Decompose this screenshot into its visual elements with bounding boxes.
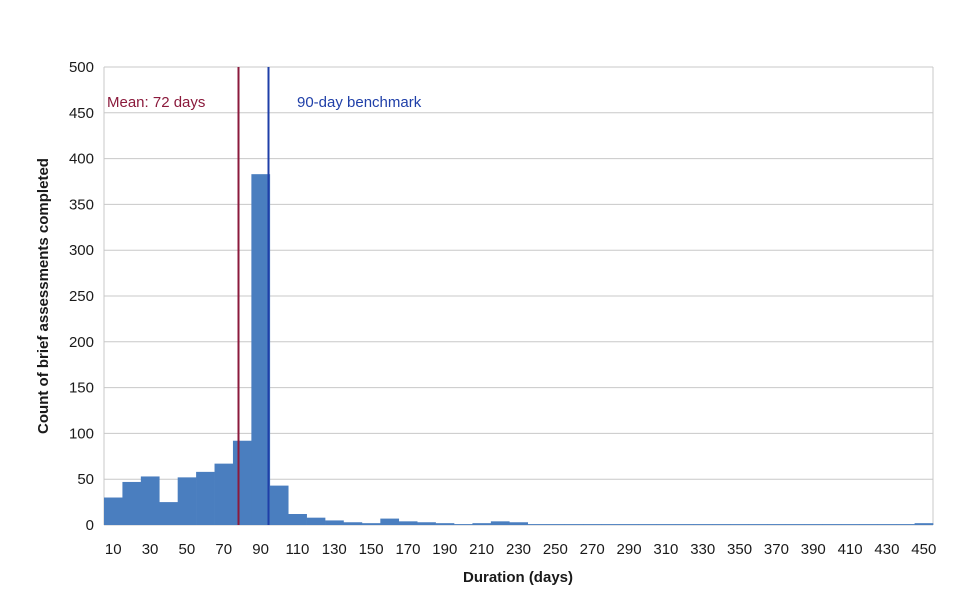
x-tick-label: 10 <box>105 541 122 558</box>
bar-180 <box>417 522 436 525</box>
bar-140 <box>343 522 363 525</box>
bar-120 <box>306 517 326 525</box>
x-tick-label: 70 <box>215 541 232 558</box>
bar-210 <box>472 523 492 525</box>
x-tick-label: 110 <box>285 541 309 558</box>
x-tick-label: 190 <box>432 541 457 558</box>
x-tick-label: 270 <box>580 541 605 558</box>
x-tick-label: 450 <box>911 541 936 558</box>
x-tick-label: 130 <box>322 541 347 558</box>
bar-320 <box>675 524 694 525</box>
y-tick-label: 50 <box>77 471 94 488</box>
bar-130 <box>325 520 344 525</box>
x-tick-label: 290 <box>617 541 642 558</box>
bar-90 <box>251 174 271 525</box>
bar-350 <box>730 524 750 525</box>
bar-200 <box>454 524 473 525</box>
y-axis-title: Count of brief assessments completed <box>35 158 52 434</box>
bar-380 <box>785 524 805 525</box>
x-tick-label: 390 <box>801 541 826 558</box>
x-tick-label: 370 <box>764 541 789 558</box>
bar-370 <box>767 524 786 525</box>
bar-110 <box>288 514 307 525</box>
bar-10 <box>104 497 123 525</box>
x-tick-label: 250 <box>543 541 568 558</box>
x-tick-label: 50 <box>179 541 196 558</box>
y-tick-label: 100 <box>69 425 94 442</box>
tick-labels: 0 50 100 150 200 250 300 350 400 450 500 10 30 50 70 90… <box>69 59 936 558</box>
bar-50 <box>177 477 197 525</box>
x-tick-label: 350 <box>727 541 752 558</box>
bar-250 <box>546 524 565 525</box>
bar-260 <box>564 524 584 525</box>
bar-20 <box>122 481 142 525</box>
bar-290 <box>619 524 639 525</box>
reference-lines <box>237 67 270 525</box>
y-tick-label: 250 <box>69 288 94 305</box>
bars <box>104 174 934 525</box>
bar-40 <box>159 502 178 525</box>
bar-240 <box>527 524 547 525</box>
bar-420 <box>859 524 879 525</box>
grid-lines <box>103 66 934 526</box>
x-tick-label: 90 <box>252 541 269 558</box>
bar-170 <box>398 521 418 525</box>
bar-340 <box>711 524 731 525</box>
x-tick-label: 150 <box>359 541 384 558</box>
bar-30 <box>140 476 160 525</box>
y-tick-label: 200 <box>69 334 94 351</box>
x-tick-label: 30 <box>142 541 159 558</box>
bar-450 <box>914 523 934 525</box>
bar-190 <box>435 523 455 525</box>
bar-390 <box>804 524 823 525</box>
bar-360 <box>748 524 768 525</box>
bar-430 <box>877 524 897 525</box>
bar-270 <box>582 524 602 525</box>
bar-300 <box>638 524 657 525</box>
bar-310 <box>656 524 676 525</box>
bar-230 <box>509 522 529 525</box>
x-tick-label: 210 <box>469 541 494 558</box>
x-tick-label: 430 <box>874 541 899 558</box>
bar-60 <box>196 471 215 525</box>
y-tick-label: 300 <box>69 242 94 259</box>
bar-100 <box>269 485 289 525</box>
bar-410 <box>840 524 860 525</box>
bar-150 <box>361 523 381 525</box>
bar-280 <box>601 524 621 525</box>
bar-330 <box>693 524 713 525</box>
y-tick-label: 150 <box>69 380 94 397</box>
x-tick-label: 330 <box>690 541 715 558</box>
x-tick-label: 310 <box>653 541 678 558</box>
x-axis-title: Duration (days) <box>463 569 573 586</box>
bar-440 <box>896 524 915 525</box>
y-tick-label: 400 <box>69 151 94 168</box>
x-tick-label: 230 <box>506 541 531 558</box>
benchmark-annotation-label: 90-day benchmark <box>297 94 422 111</box>
y-tick-label: 0 <box>86 517 94 534</box>
bar-160 <box>380 518 400 525</box>
y-tick-label: 450 <box>69 105 94 122</box>
y-tick-label: 500 <box>69 59 94 76</box>
mean-annotation-label: Mean: 72 days <box>107 94 205 111</box>
x-tick-label: 410 <box>838 541 863 558</box>
bar-220 <box>490 521 510 525</box>
x-tick-label: 170 <box>395 541 420 558</box>
bar-400 <box>822 524 842 525</box>
bar-80 <box>232 440 252 525</box>
bar-70 <box>214 463 234 525</box>
y-tick-label: 350 <box>69 196 94 213</box>
